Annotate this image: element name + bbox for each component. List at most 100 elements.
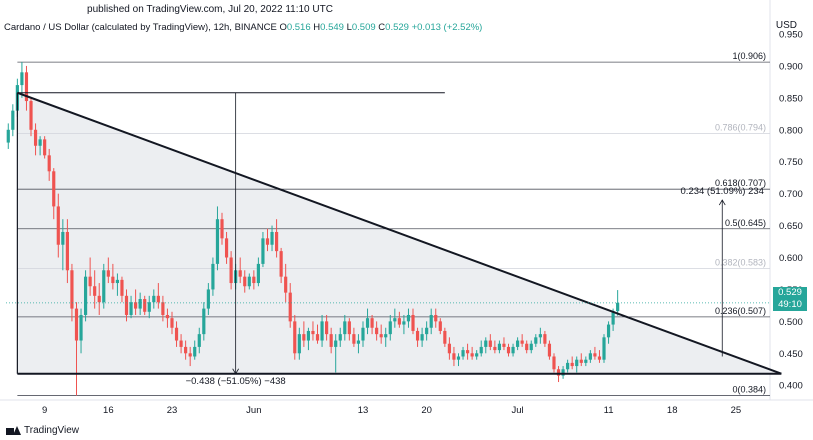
candle-body (438, 321, 442, 331)
low-value: 0.509 (351, 22, 376, 33)
candle-body (525, 343, 529, 351)
candle-body (33, 129, 38, 146)
candle-body (256, 263, 260, 284)
candle-body (497, 343, 502, 351)
candle-body (138, 299, 142, 309)
candle-body (215, 219, 220, 264)
candle-body (379, 334, 383, 338)
candle-body (352, 334, 356, 344)
candle-body (52, 171, 56, 207)
fib-level-label: 0.236(0.507) (715, 306, 766, 316)
candle-body (511, 346, 515, 354)
y-tick-label: 0.700 (779, 189, 803, 200)
candle-body (566, 362, 570, 370)
candle-body (370, 318, 374, 328)
candle-body (270, 231, 274, 245)
candle-body (556, 369, 561, 376)
measure-up-arrow-icon (718, 199, 726, 206)
symbol-header: Cardano / US Dollar (calculated by Tradi… (4, 22, 482, 33)
candle-body (211, 263, 215, 290)
candle-body (475, 353, 479, 357)
x-tick-label: 23 (167, 405, 178, 416)
candle-body (429, 314, 433, 328)
candle-body (547, 343, 552, 357)
candle-body (393, 318, 397, 322)
last-price-value: 0.529 (778, 287, 802, 298)
candle-body (88, 276, 92, 287)
y-tick-label: 0.750 (779, 157, 803, 168)
candle-body (229, 257, 233, 284)
fib-level-label: 1(0.906) (732, 51, 766, 61)
candle-body (97, 295, 101, 303)
candle-body (297, 334, 301, 354)
candle-body (447, 343, 451, 354)
candle-body (479, 346, 483, 354)
candle-body (24, 72, 29, 102)
close-label: C (378, 22, 386, 33)
candle-body (293, 321, 297, 354)
close-value: 0.529 (385, 22, 409, 33)
x-tick-label: 13 (358, 405, 369, 416)
footer-branding[interactable]: TradingView (6, 425, 79, 436)
open-value: 0.516 (286, 22, 311, 33)
candle-body (247, 276, 251, 287)
candle-body (206, 289, 210, 309)
candle-body (493, 346, 497, 351)
candle-body (365, 318, 370, 328)
candle-body (465, 350, 470, 354)
x-tick-label: 9 (42, 405, 47, 416)
candle-body (147, 302, 151, 312)
y-tick-label: 0.850 (779, 93, 803, 104)
candle-body (79, 314, 83, 341)
candle-body (252, 276, 256, 284)
candle-body (452, 353, 456, 360)
candle-body (93, 286, 97, 296)
x-tick-label: Jul (512, 405, 524, 416)
candle-body (461, 350, 465, 357)
candle-body (174, 327, 179, 341)
candle-body (397, 318, 401, 325)
candle-body (434, 314, 438, 322)
candle-body (320, 321, 324, 341)
y-tick-label: 0.950 (779, 30, 803, 41)
measure-down-label: −0.438 (−51.05%) −438 (186, 376, 286, 387)
symbol-title: Cardano / US Dollar (calculated by Tradi… (4, 22, 277, 33)
y-tick-label: 0.450 (779, 349, 803, 360)
candle-body (302, 334, 306, 341)
candle-body (570, 362, 574, 367)
candle-body (443, 330, 447, 344)
bar-countdown: 49:10 (778, 299, 802, 310)
x-tick-label: 20 (421, 405, 432, 416)
candle-body (325, 321, 329, 335)
candle-body (611, 311, 615, 325)
candle-body (156, 295, 160, 303)
candle-body (161, 302, 165, 315)
candle-body (534, 337, 538, 344)
candle-body (488, 340, 492, 347)
candle-body (411, 314, 415, 331)
candle-body (111, 276, 115, 284)
candle-body (11, 110, 15, 130)
candle-body (356, 340, 361, 344)
candle-body (529, 343, 533, 351)
candle-body (375, 327, 379, 335)
candle-body (170, 318, 174, 328)
candle-body (20, 72, 24, 86)
measure-down-arrow-icon (232, 368, 239, 375)
candle-body (506, 346, 511, 354)
candle-body (29, 101, 33, 130)
candle-body (224, 238, 229, 258)
candle-body (115, 279, 120, 284)
candle-body (516, 340, 520, 347)
candle-body (552, 356, 556, 370)
candle-body (329, 334, 333, 347)
candle-body (279, 251, 283, 277)
candle-body (47, 155, 51, 172)
candle-body (83, 276, 88, 315)
candle-body (238, 270, 242, 277)
candle-body (616, 302, 620, 312)
candle-body (261, 238, 265, 264)
candle-body (575, 359, 579, 367)
candle-body (61, 231, 65, 245)
